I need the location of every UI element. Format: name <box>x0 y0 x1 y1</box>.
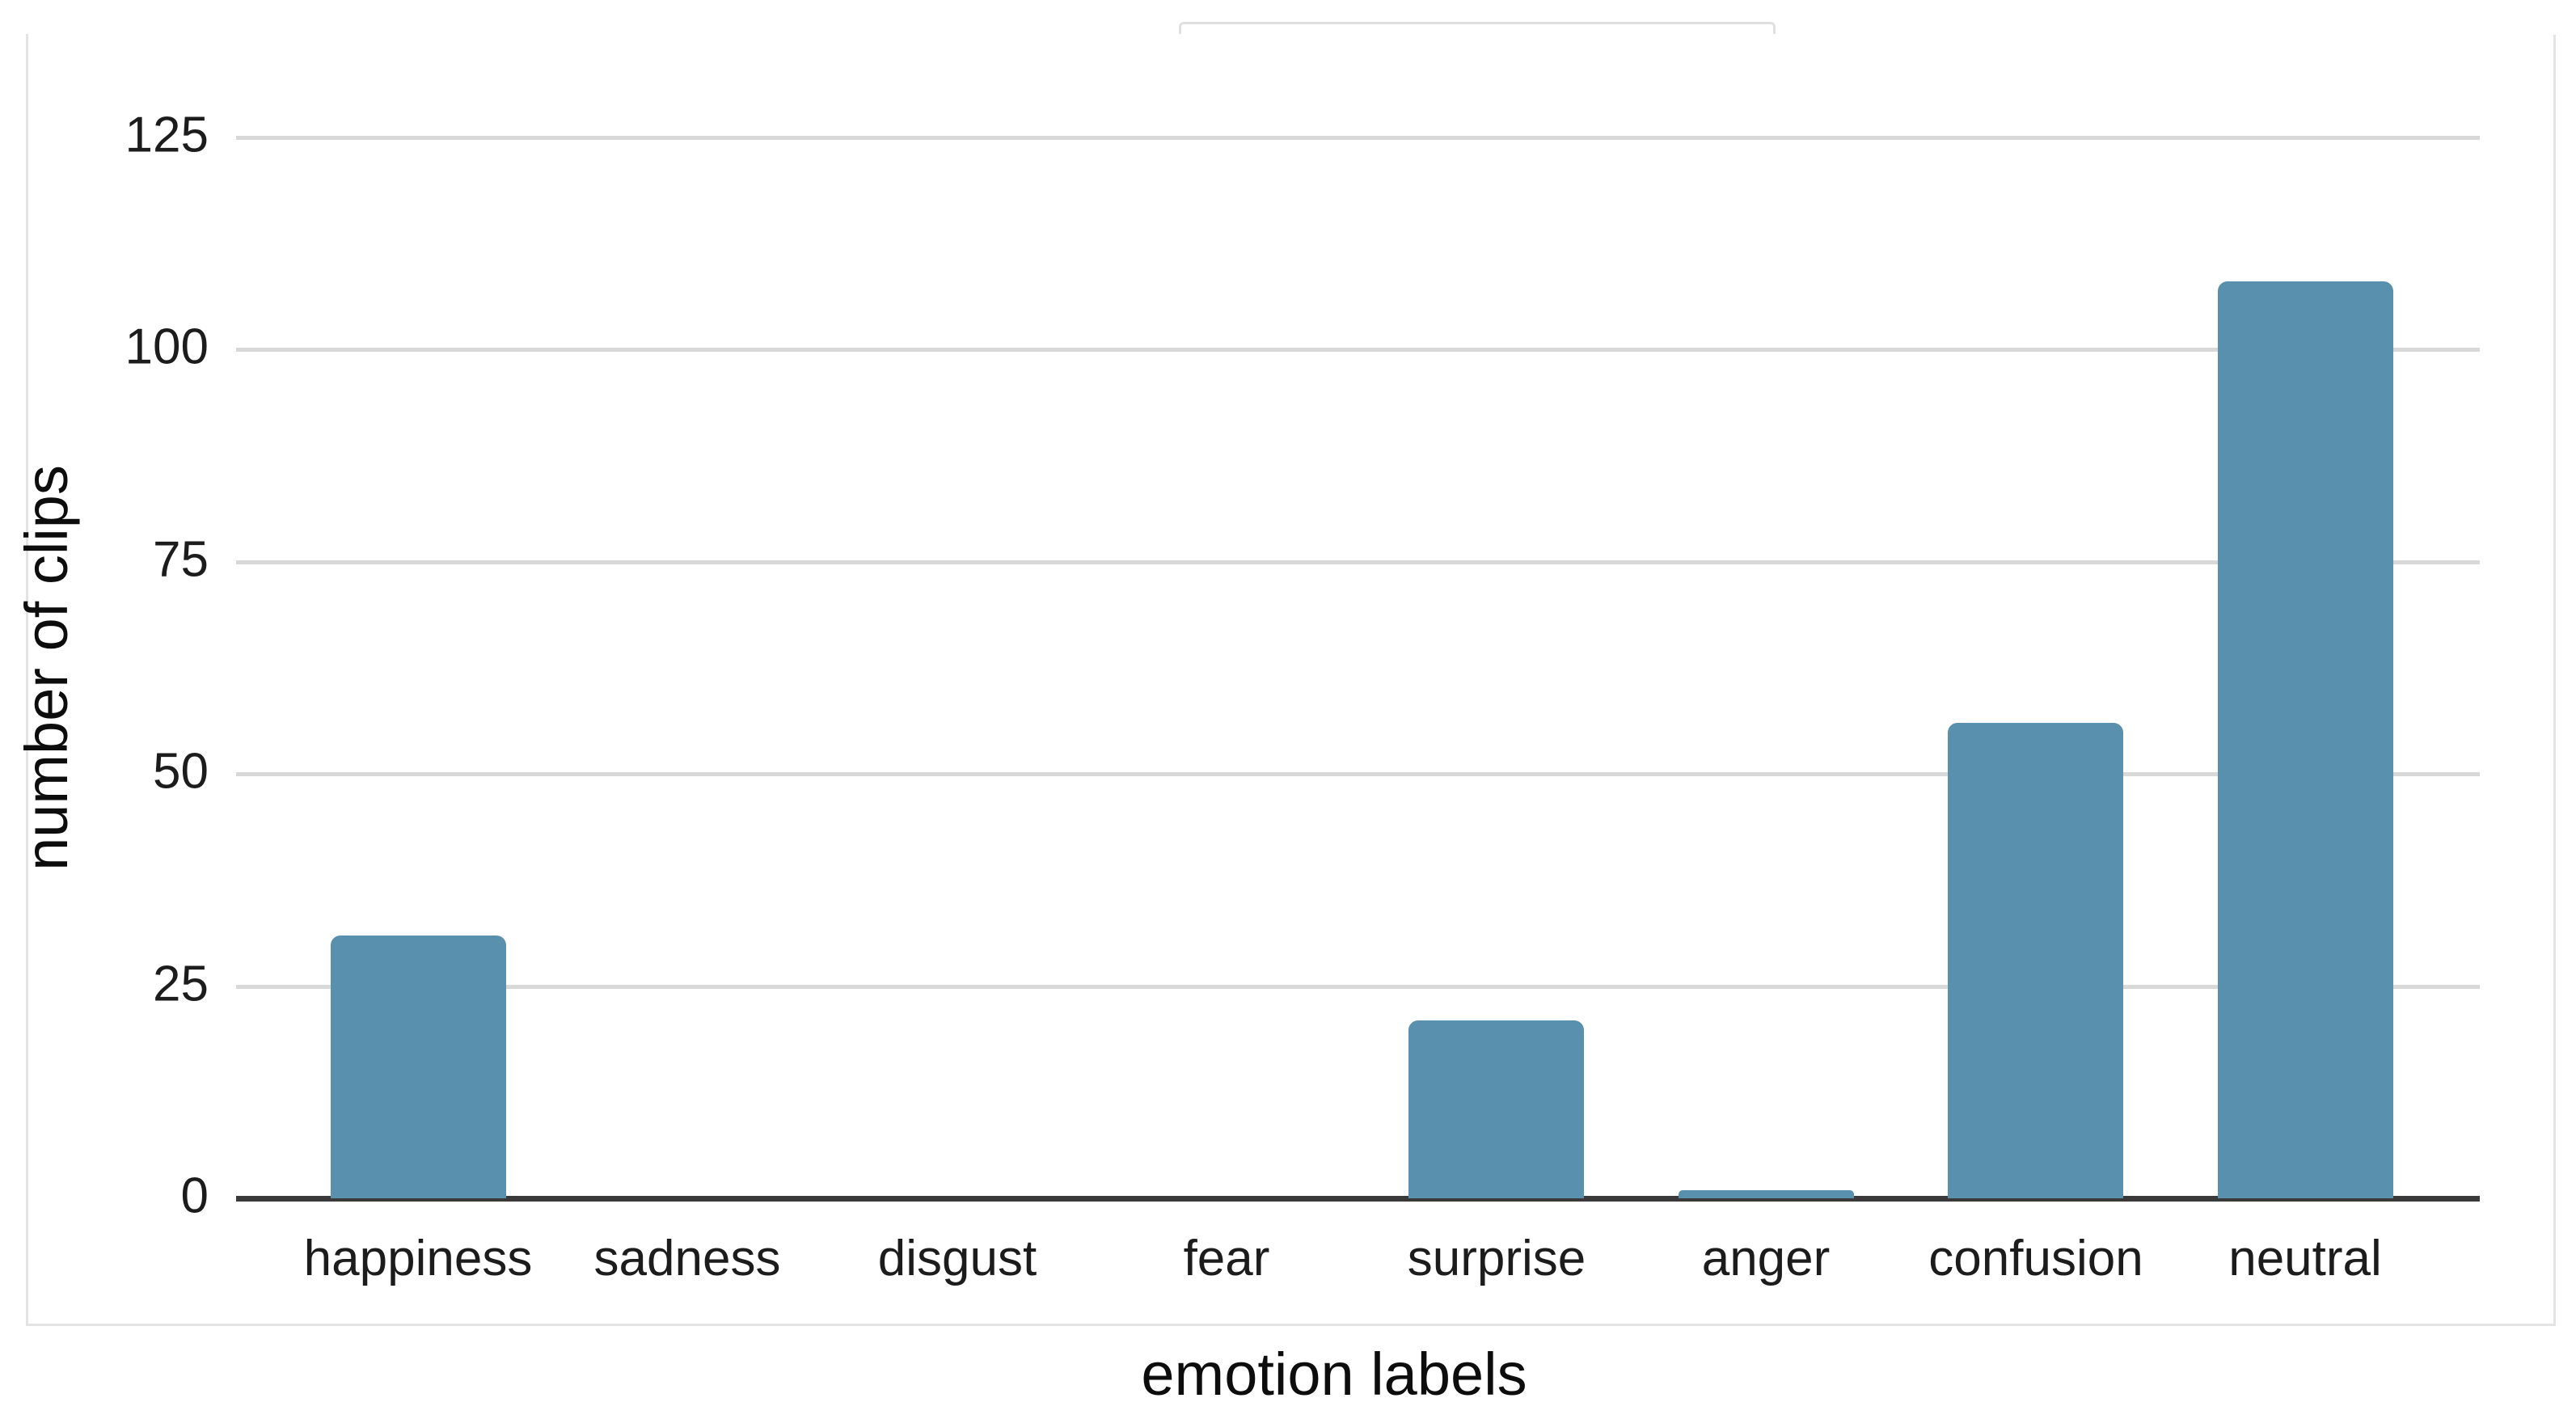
y-tick-label-75: 75 <box>153 531 209 588</box>
bar-happiness <box>331 936 506 1198</box>
y-tick-label-25: 25 <box>153 956 209 1012</box>
x-axis-title: emotion labels <box>1141 1341 1527 1408</box>
card-left-border <box>26 34 28 1325</box>
x-tick-label-anger: anger <box>1701 1231 1831 1286</box>
card-top-border <box>1179 22 1776 34</box>
y-tick-label-125: 125 <box>125 107 209 163</box>
bar-surprise <box>1408 1020 1584 1198</box>
gridline-y25 <box>236 985 2480 989</box>
y-tick-label-100: 100 <box>125 319 209 375</box>
x-tick-label-neutral: neutral <box>2228 1231 2382 1286</box>
y-tick-label-0: 0 <box>180 1168 209 1224</box>
card-bottom-border <box>26 1324 2556 1326</box>
x-tick-label-disgust: disgust <box>877 1231 1037 1286</box>
gridline-y125 <box>236 136 2480 140</box>
x-tick-label-surprise: surprise <box>1407 1231 1586 1286</box>
x-tick-label-sadness: sadness <box>593 1231 781 1286</box>
gridline-y100 <box>236 348 2480 352</box>
card-right-border <box>2553 35 2556 1325</box>
y-tick-label-50: 50 <box>153 743 209 800</box>
x-tick-label-fear: fear <box>1183 1231 1270 1286</box>
bar-neutral <box>2218 281 2393 1198</box>
y-axis-title: number of clips <box>13 465 80 871</box>
bar-confusion <box>1948 723 2123 1198</box>
gridline-y50 <box>236 772 2480 776</box>
x-tick-label-happiness: happiness <box>303 1231 533 1286</box>
x-tick-label-confusion: confusion <box>1928 1231 2143 1286</box>
bar-anger <box>1679 1190 1854 1198</box>
x-axis-line <box>236 1196 2480 1202</box>
gridline-y75 <box>236 560 2480 564</box>
